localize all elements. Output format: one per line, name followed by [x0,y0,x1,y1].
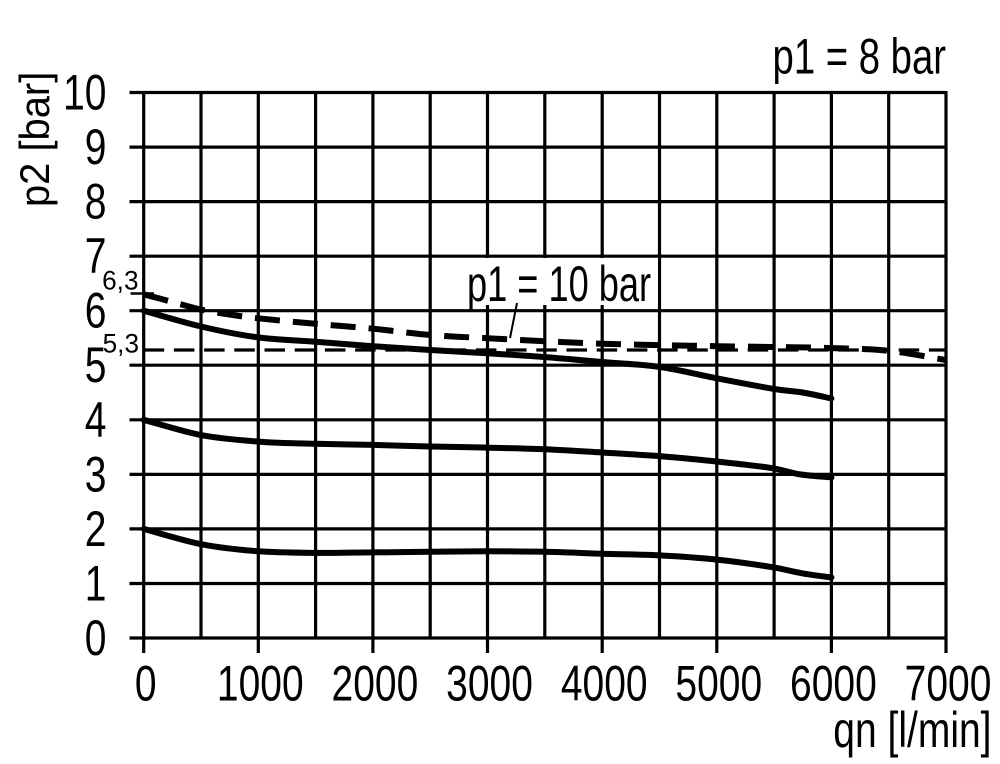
svg-text:p2 [bar]: p2 [bar] [11,72,58,207]
svg-text:5000: 5000 [675,655,762,712]
svg-text:8: 8 [85,173,107,230]
svg-text:3000: 3000 [446,655,533,712]
svg-text:3: 3 [85,446,107,503]
svg-text:4000: 4000 [561,655,648,712]
svg-text:5: 5 [85,336,107,393]
svg-text:1000: 1000 [217,655,304,712]
svg-text:6000: 6000 [790,655,877,712]
svg-text:6,3: 6,3 [102,265,138,295]
svg-text:1: 1 [85,555,107,612]
svg-text:0: 0 [85,609,107,666]
svg-text:10: 10 [63,64,106,121]
svg-text:7000: 7000 [905,655,992,712]
svg-text:qn [l/min]: qn [l/min] [833,701,991,758]
svg-text:p1 = 8 bar: p1 = 8 bar [773,30,947,85]
svg-text:7: 7 [85,227,107,284]
svg-text:5,3: 5,3 [103,328,139,358]
svg-text:p1 = 10 bar: p1 = 10 bar [467,256,651,312]
svg-text:0: 0 [135,655,157,712]
svg-text:4: 4 [85,391,107,448]
svg-text:6: 6 [85,282,107,339]
svg-text:9: 9 [85,118,107,175]
svg-text:2000: 2000 [332,655,419,712]
svg-text:2: 2 [85,500,107,557]
